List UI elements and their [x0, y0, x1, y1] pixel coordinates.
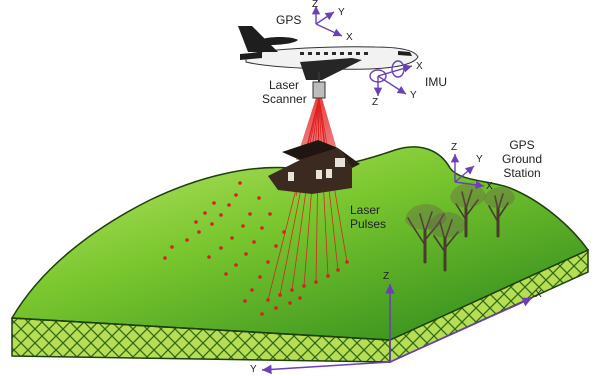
- gps-ground-station-line-2: Ground: [501, 152, 543, 166]
- ground-station-axes: [450, 154, 485, 190]
- imu-axis-y: Y: [410, 90, 417, 101]
- terrain-surface: [10, 146, 590, 341]
- gps-axis-z: Z: [312, 0, 319, 10]
- imu-label: IMU: [425, 75, 447, 89]
- tree-4: [484, 186, 515, 238]
- laser-scanner-line-2: Scanner: [262, 92, 307, 106]
- imu-axis-x: X: [416, 61, 423, 72]
- gps-axis-y: Y: [338, 7, 345, 18]
- gps-ground-station-label: GPS Ground Station: [496, 138, 548, 180]
- ground-station-axis-y: Y: [476, 154, 483, 165]
- house: [268, 140, 360, 194]
- gps-label: GPS: [276, 13, 302, 27]
- imu-axis-z: Z: [372, 97, 379, 108]
- laser-points: [163, 181, 349, 316]
- trees: [405, 183, 515, 272]
- tree-2: [428, 211, 466, 272]
- laser-pulses-label: Laser Pulses: [350, 203, 386, 231]
- tree-3: [450, 183, 486, 238]
- ground-station-axis-x: X: [486, 181, 493, 192]
- laser-pulses-line-2: Pulses: [350, 217, 387, 231]
- laser-scanner-label: Laser Scanner: [262, 78, 307, 106]
- ground-station-axis-z: Z: [451, 142, 458, 153]
- aircraft: [238, 26, 419, 99]
- world-axes: [261, 284, 533, 375]
- gps-axes: [311, 6, 343, 37]
- gps-ground-station-line-1: GPS: [509, 138, 535, 152]
- world-axis-z: Z: [383, 271, 390, 282]
- laser-pulses-line-1: Laser: [350, 203, 381, 217]
- laser-scanner-line-1: Laser: [268, 78, 300, 92]
- gps-ground-station-line-3: Station: [503, 166, 541, 180]
- gps-axis-x: X: [346, 32, 353, 43]
- world-axis-x: X: [535, 289, 542, 300]
- world-axis-y: Y: [250, 364, 257, 375]
- tree-1: [405, 203, 447, 264]
- imu-axes: [369, 60, 413, 96]
